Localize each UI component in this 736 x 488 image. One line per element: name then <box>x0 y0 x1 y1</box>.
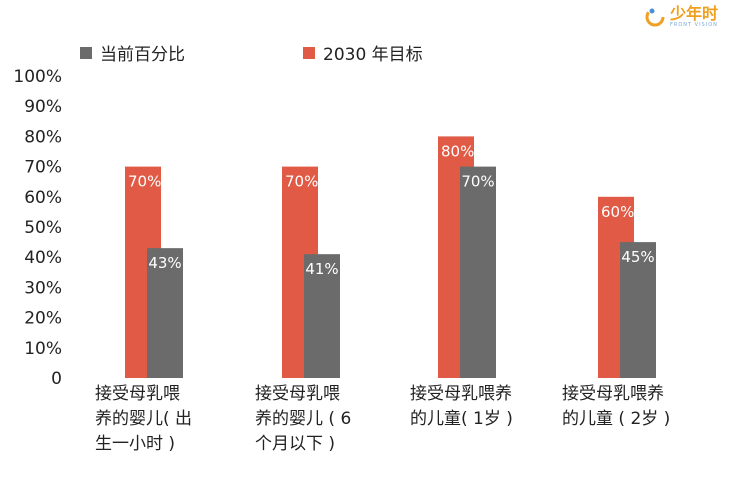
logo-icon <box>644 6 666 28</box>
data-label-current: 43% <box>148 254 181 272</box>
x-category-label: 接受母乳喂 养的婴儿 ( 6 个月以下 ) <box>255 384 352 454</box>
data-label-target: 60% <box>601 203 634 221</box>
brand-logo: 少年时 FRONT VISION <box>644 6 718 28</box>
y-tick-label: 30% <box>24 278 62 298</box>
legend-label-current: 当前百分比 <box>100 45 185 65</box>
y-tick-label: 0 <box>51 369 62 389</box>
legend-swatch-target <box>303 46 315 59</box>
y-tick-label: 40% <box>24 248 62 268</box>
logo-name: 少年时 <box>669 4 718 23</box>
bar-current <box>304 254 340 378</box>
bar-current <box>620 242 656 378</box>
bar-current <box>147 248 183 378</box>
x-category-label: 接受母乳喂养 的儿童( 1岁 ) <box>410 384 513 429</box>
data-label-current: 41% <box>305 260 338 278</box>
legend-item-current: 当前百分比 <box>80 40 185 65</box>
legend-swatch-current <box>80 46 92 59</box>
data-label-current: 45% <box>621 248 654 266</box>
y-tick-label: 50% <box>24 218 62 238</box>
y-tick-label: 90% <box>24 97 62 117</box>
data-label-current: 70% <box>461 173 494 191</box>
legend-label-target: 2030 年目标 <box>323 45 423 65</box>
x-category-label: 接受母乳喂养 的儿童 ( 2岁 ) <box>562 384 671 429</box>
y-tick-label: 100% <box>13 67 62 87</box>
logo-subtitle: FRONT VISION <box>669 22 718 28</box>
y-tick-label: 80% <box>24 127 62 147</box>
legend-item-target: 2030 年目标 <box>303 40 423 65</box>
x-category-label: 接受母乳喂 养的婴儿( 出 生一小时 ) <box>95 384 193 454</box>
y-tick-label: 20% <box>24 309 62 329</box>
y-tick-label: 70% <box>24 158 62 178</box>
y-tick-label: 60% <box>24 188 62 208</box>
bar-current <box>460 166 496 378</box>
data-label-target: 70% <box>285 173 318 191</box>
data-label-target: 70% <box>128 173 161 191</box>
data-label-target: 80% <box>441 142 474 160</box>
y-tick-label: 10% <box>24 339 62 359</box>
